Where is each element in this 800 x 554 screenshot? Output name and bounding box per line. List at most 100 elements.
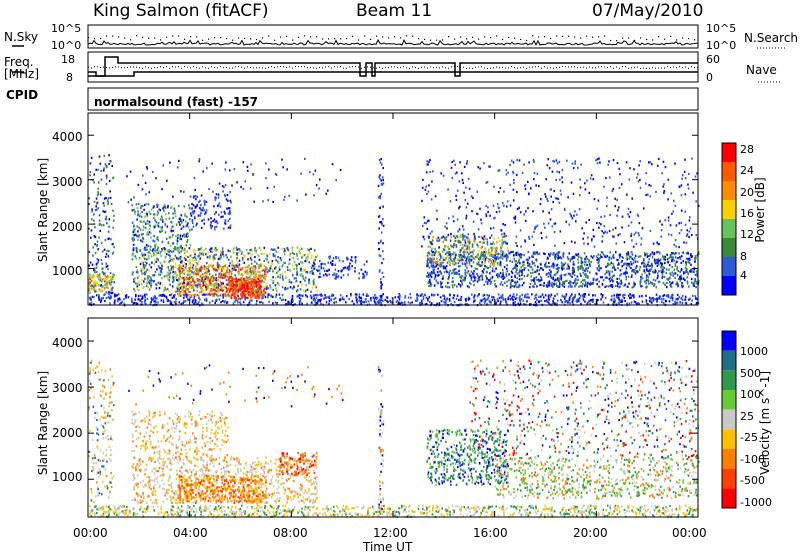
power-cell	[132, 271, 134, 274]
nave-point	[379, 66, 380, 68]
power-cell	[235, 264, 238, 267]
power-cell	[459, 251, 461, 254]
power-cell	[155, 301, 157, 304]
power-cell	[348, 297, 350, 301]
power-cell	[604, 297, 607, 300]
power-cell	[312, 280, 315, 283]
nave-point	[394, 66, 395, 68]
power-cell	[420, 302, 422, 305]
power-cell	[313, 265, 315, 268]
power-cell	[220, 266, 222, 269]
power-cell	[146, 231, 149, 234]
nave-point	[592, 67, 593, 69]
power-cell	[695, 301, 698, 305]
power-cell	[551, 265, 553, 268]
power-cell	[143, 253, 145, 256]
power-cell	[692, 294, 694, 297]
nave-point	[511, 66, 512, 67]
power-cell	[573, 296, 576, 299]
power-cell	[313, 294, 315, 297]
power-cell	[638, 302, 640, 305]
power-cell	[602, 253, 605, 256]
nave-point	[502, 66, 503, 68]
power-cell	[192, 267, 194, 270]
power-cell	[243, 261, 245, 264]
power-cell	[358, 299, 360, 302]
power-cell	[531, 293, 533, 296]
power-cell	[663, 294, 665, 297]
nave-point	[337, 66, 338, 68]
power-cell	[134, 289, 136, 292]
nave-point	[256, 67, 257, 69]
power-cell	[144, 215, 146, 218]
nave-point	[124, 67, 125, 69]
nave-point	[466, 67, 467, 69]
power-cell	[182, 302, 184, 305]
power-cell	[199, 206, 201, 210]
power-cell	[91, 284, 93, 287]
power-cell	[198, 296, 200, 300]
power-cell	[502, 255, 505, 258]
power-cell	[433, 284, 436, 287]
power-cell	[172, 280, 174, 284]
nave-point	[673, 66, 674, 68]
power-cell	[169, 249, 172, 253]
power-cell	[117, 298, 119, 301]
power-cell	[182, 276, 184, 279]
power-cell	[288, 278, 291, 281]
power-cell	[182, 282, 184, 285]
nave-point	[487, 67, 488, 69]
power-cell	[471, 272, 474, 275]
power-cell	[184, 262, 186, 265]
power-cell	[211, 265, 214, 268]
power-cell	[247, 284, 250, 287]
power-cell	[634, 254, 637, 257]
power-cell	[643, 270, 645, 273]
power-cell	[174, 272, 176, 275]
power-cell	[552, 297, 555, 300]
power-cell	[88, 290, 91, 293]
power-cell	[498, 257, 501, 260]
power-cell	[275, 289, 278, 293]
power-cell	[380, 302, 383, 305]
power-cell	[685, 261, 687, 264]
power-cell	[182, 288, 184, 291]
power-cell	[569, 296, 571, 299]
power-cell	[234, 288, 237, 291]
power-cell	[244, 294, 246, 297]
power-cell	[281, 265, 284, 268]
power-cell	[159, 209, 162, 212]
power-cell	[456, 271, 459, 275]
power-cell	[154, 219, 156, 222]
power-cell	[641, 295, 643, 298]
nave-point	[121, 67, 122, 69]
power-cell	[201, 278, 204, 281]
power-cell	[150, 279, 152, 282]
power-cell	[668, 268, 670, 271]
power-cell	[437, 293, 439, 296]
power-cell	[107, 230, 110, 233]
power-cell	[518, 271, 521, 274]
nave-point	[652, 67, 653, 69]
power-cell	[438, 273, 440, 276]
power-cell	[493, 258, 496, 262]
power-cell	[143, 220, 145, 223]
power-cell	[557, 254, 559, 257]
power-cell	[179, 273, 181, 276]
power-cell	[249, 257, 252, 260]
power-cell	[216, 298, 218, 301]
power-cell	[201, 293, 204, 296]
power-cell	[523, 281, 525, 284]
power-cell	[203, 267, 205, 270]
nsearch-point	[244, 37, 246, 39]
power-cell	[621, 255, 623, 259]
nave-point	[544, 66, 545, 68]
power-cell	[302, 289, 305, 292]
power-cell	[363, 301, 365, 304]
power-cell	[521, 278, 523, 281]
power-cell	[197, 301, 200, 304]
power-cell	[255, 290, 257, 293]
power-cell	[218, 264, 220, 267]
xtick-1600: 16:00	[473, 526, 508, 540]
power-cell	[136, 225, 139, 228]
